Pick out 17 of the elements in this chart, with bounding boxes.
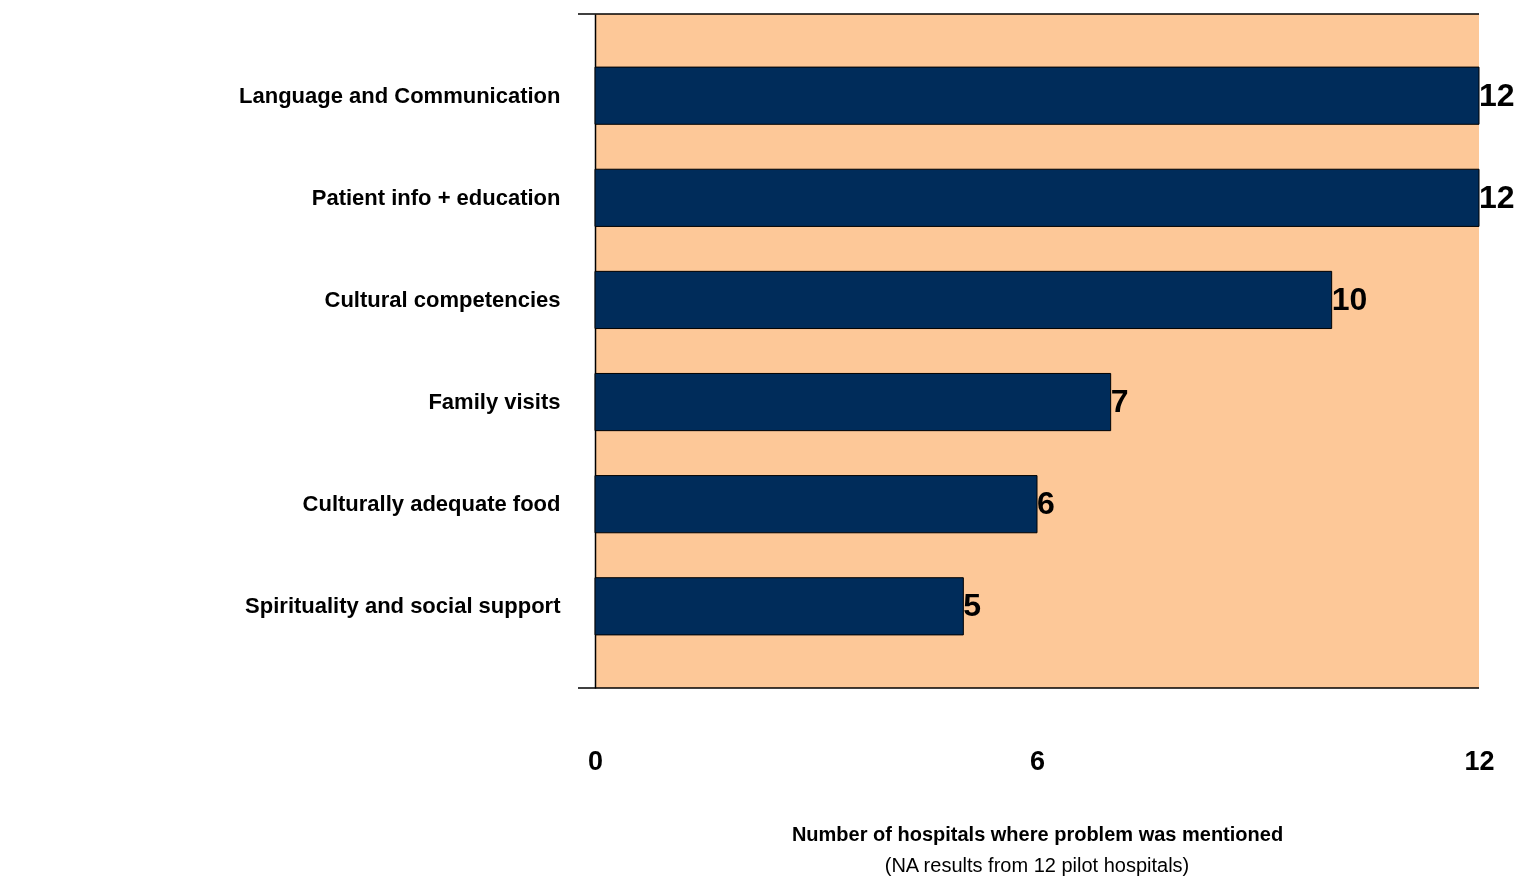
y-tick-label: Cultural competencies	[324, 286, 561, 312]
y-tick-label: Culturally adequate food	[302, 491, 561, 517]
data-label: 5	[963, 587, 982, 624]
text: (NA results from 12 pilot hospitals)	[884, 854, 1190, 876]
data-label: 6	[1037, 485, 1055, 522]
data-label: 12	[1479, 178, 1515, 215]
data-label: 7	[1110, 383, 1129, 420]
x-axis-title: Number of hospitals where problem was mentioned	[791, 822, 1284, 845]
y-tick-label: Patient info + education	[311, 184, 561, 210]
y-tick-label: Spirituality and social support	[245, 593, 562, 619]
data-label: 10	[1331, 280, 1368, 317]
y-tick-label: Family visits	[428, 389, 561, 415]
x-tick-label: 12	[1464, 745, 1495, 776]
y-tick-label: Language and Communication	[239, 82, 561, 108]
x-tick-label: 6	[1029, 745, 1046, 776]
data-label: 12	[1479, 76, 1515, 113]
x-tick-label: 0	[587, 745, 604, 776]
